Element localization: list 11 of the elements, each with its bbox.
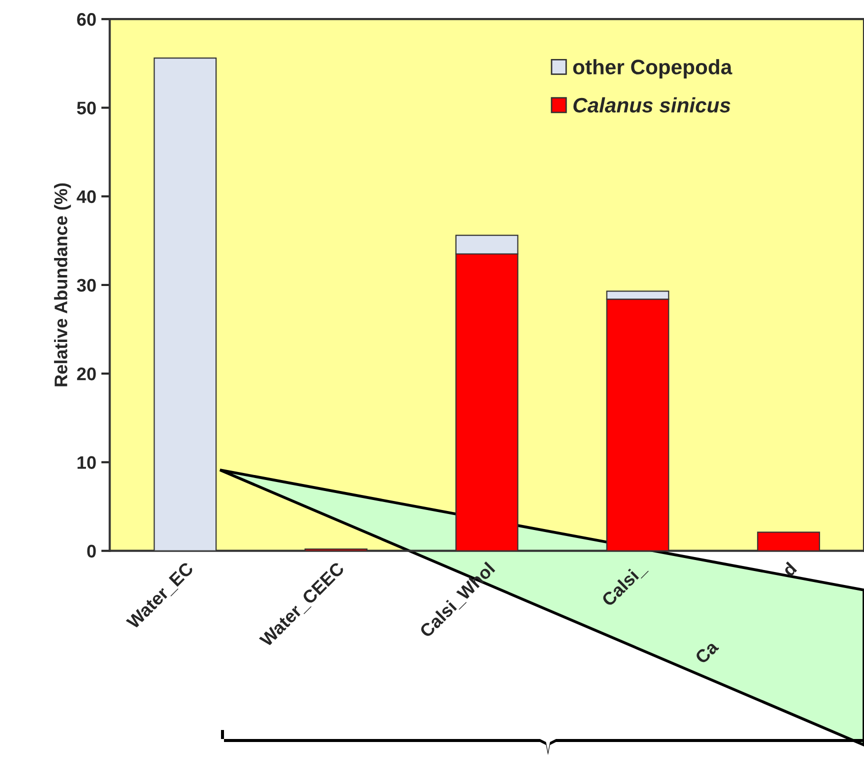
y-tick-label: 60 — [77, 13, 96, 26]
y-tick-label: 20 — [77, 368, 96, 380]
y-tick-label: 0 — [87, 544, 96, 558]
legend-label: Calanus sinicus — [573, 97, 730, 113]
y-tick-label: 30 — [76, 278, 96, 292]
y-tick-label: 40 — [76, 190, 96, 204]
x-tick-label: Ca d — [694, 561, 798, 664]
legend-label: other Copepoda — [573, 59, 732, 79]
y-axis-title: Relative Abundance (%) — [54, 183, 71, 386]
y-tick-label: 10 — [78, 456, 96, 469]
y-tick-label: 50 — [77, 102, 96, 114]
